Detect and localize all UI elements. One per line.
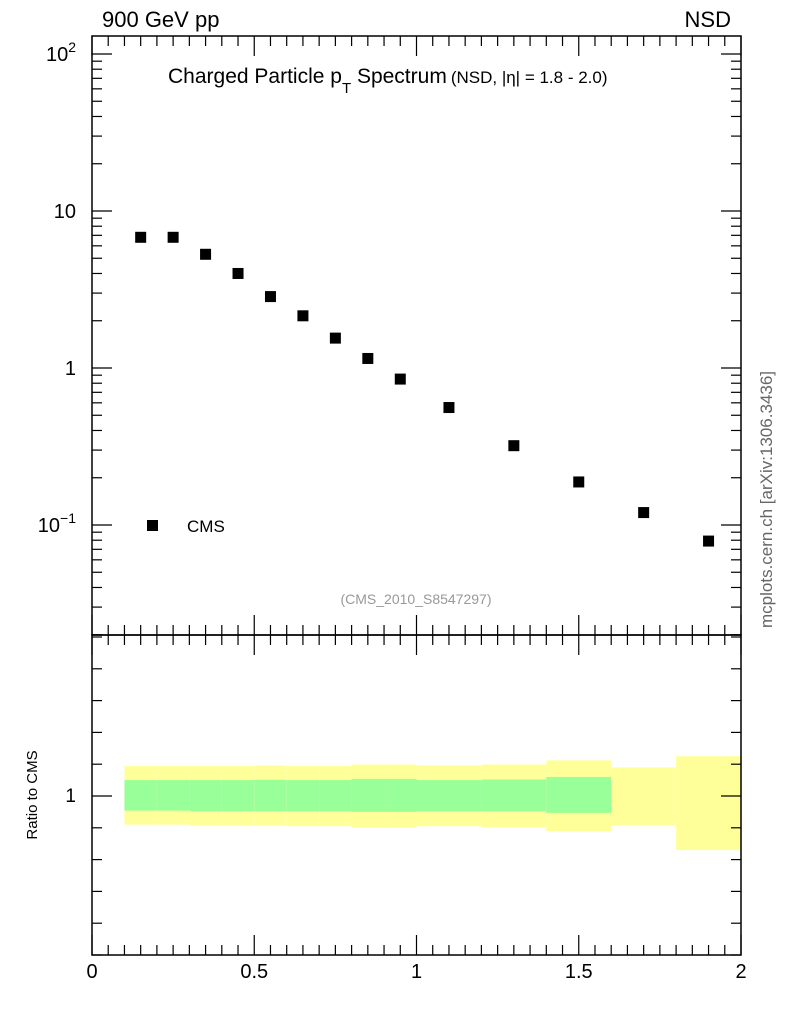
inner-uncertainty-band (221, 780, 255, 812)
legend-marker-cms (147, 520, 158, 531)
inner-uncertainty-band (351, 778, 385, 812)
legend-label-cms: CMS (187, 517, 225, 536)
plot-title-tail: Spectrum (351, 65, 447, 88)
x-tick-label: 1 (411, 961, 422, 983)
data-point (200, 248, 212, 260)
analysis-tag: (CMS_2010_S8547297) (341, 591, 492, 607)
y-tick-base: 10 (46, 44, 68, 66)
plot-title-subscript: T (342, 80, 351, 97)
source-side-label: mcplots.cern.ch [arXiv:1306.3436] (757, 370, 776, 628)
data-point (394, 373, 406, 385)
inner-uncertainty-band (481, 779, 547, 812)
data-point (232, 267, 244, 279)
data-point (264, 291, 276, 303)
main-x-ticks (91, 36, 742, 635)
cms-data-points (135, 231, 715, 547)
x-tick-label: 2 (735, 961, 746, 983)
ratio-panel: 0 0.5 1 1.5 2 1 Ratio to CMS (24, 634, 747, 983)
data-point (508, 440, 520, 452)
main-y-tick-label: 10−1 (38, 510, 76, 537)
legend: CMS (147, 517, 225, 536)
main-y-tick-label: 10 (54, 201, 76, 223)
y-tick-exponent: −1 (60, 510, 76, 526)
inner-uncertainty-band (189, 780, 222, 812)
plot-title: Charged Particle pT Spectrum (NSD, |η| = … (168, 65, 608, 97)
x-tick-label: 0.5 (240, 961, 268, 983)
data-point (135, 231, 147, 243)
outer-uncertainty-band (611, 767, 677, 826)
inner-uncertainty-band (254, 779, 287, 812)
inner-uncertainty-band (286, 780, 320, 812)
data-point (167, 231, 179, 243)
inner-uncertainty-band (124, 780, 157, 811)
y-tick-base: 1 (65, 358, 76, 380)
main-y-ticks (92, 53, 741, 636)
y-tick-base: 10 (54, 201, 76, 223)
plot-title-note: (NSD, |η| = 1.8 - 2.0) (451, 68, 608, 87)
data-point (297, 310, 309, 322)
ratio-x-ticks (91, 635, 742, 955)
inner-uncertainty-band (319, 780, 352, 812)
ratio-y-tick-label-1: 1 (65, 786, 76, 807)
main-y-tick-label: 1 (65, 358, 76, 380)
data-point (703, 535, 715, 547)
y-tick-exponent: 2 (68, 39, 76, 55)
ratio-uncertainty-bands (124, 756, 741, 851)
data-point (573, 476, 585, 488)
main-plot-frame (91, 35, 742, 636)
inner-uncertainty-band (156, 780, 190, 811)
inner-uncertainty-band (384, 778, 417, 812)
data-point (443, 402, 455, 414)
plot-title-main: Charged Particle p (168, 65, 342, 88)
ratio-y-ticks (92, 636, 741, 956)
outer-uncertainty-band (676, 756, 741, 851)
inner-uncertainty-band (416, 780, 482, 812)
data-point (638, 507, 650, 519)
y-tick-base: 10 (38, 515, 60, 537)
inner-uncertainty-band (546, 776, 612, 813)
x-tick-label: 0 (86, 961, 97, 983)
header-left-label: 900 GeV pp (102, 7, 220, 32)
header-right-label: NSD (684, 7, 731, 32)
x-tick-label: 1.5 (565, 961, 593, 983)
main-y-tick-label: 102 (46, 39, 76, 66)
data-point (362, 352, 374, 364)
data-point (329, 332, 341, 344)
x-tick-labels: 0 0.5 1 1.5 2 (86, 961, 746, 983)
ratio-y-axis-label: Ratio to CMS (24, 750, 41, 839)
